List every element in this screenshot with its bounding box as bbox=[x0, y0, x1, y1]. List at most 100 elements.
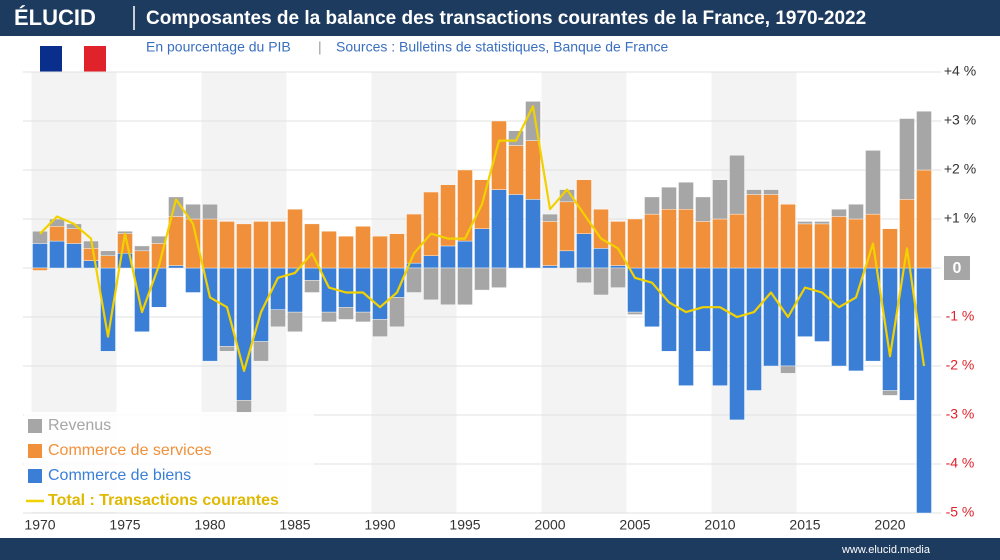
bar bbox=[253, 221, 269, 269]
bar bbox=[253, 341, 269, 362]
bar bbox=[610, 265, 626, 269]
bar bbox=[831, 216, 847, 269]
bar bbox=[100, 250, 116, 256]
bar bbox=[610, 267, 626, 288]
bar bbox=[559, 250, 575, 269]
bar bbox=[576, 233, 592, 269]
y-tick-label: 0 bbox=[953, 260, 962, 277]
bar bbox=[406, 213, 422, 264]
bar bbox=[678, 182, 694, 210]
bar bbox=[525, 140, 541, 200]
bar bbox=[423, 191, 439, 256]
x-tick-label: 2000 bbox=[534, 517, 565, 533]
bar bbox=[440, 267, 456, 305]
bar bbox=[372, 319, 388, 337]
bar bbox=[542, 213, 558, 222]
bar bbox=[100, 255, 116, 269]
bar bbox=[491, 189, 507, 269]
bar bbox=[372, 235, 388, 269]
bar bbox=[304, 280, 320, 293]
bar bbox=[831, 267, 847, 367]
bar bbox=[525, 199, 541, 269]
bar bbox=[457, 267, 473, 305]
bar bbox=[627, 311, 643, 315]
bar bbox=[219, 346, 235, 352]
bar bbox=[508, 194, 524, 269]
bar bbox=[508, 145, 524, 195]
subtitle: En pourcentage du PIB bbox=[146, 39, 291, 55]
bar bbox=[661, 208, 677, 269]
bar bbox=[627, 218, 643, 269]
y-tick-label: -5 % bbox=[946, 504, 975, 520]
bar bbox=[916, 267, 932, 514]
bar bbox=[780, 204, 796, 269]
bar bbox=[355, 267, 371, 313]
bar bbox=[559, 201, 575, 252]
bar bbox=[202, 204, 218, 220]
bar bbox=[644, 213, 660, 269]
bar bbox=[729, 213, 745, 269]
bar bbox=[270, 309, 286, 327]
bar bbox=[236, 267, 252, 401]
bar bbox=[372, 267, 388, 320]
bar bbox=[712, 179, 728, 220]
bar bbox=[746, 189, 762, 195]
bar bbox=[134, 250, 150, 269]
y-tick-label: +1 % bbox=[944, 210, 976, 226]
bar bbox=[814, 221, 830, 225]
bar bbox=[593, 267, 609, 296]
bar bbox=[457, 240, 473, 269]
bar bbox=[49, 226, 65, 242]
x-tick-label: 2005 bbox=[619, 517, 650, 533]
y-tick-label: -3 % bbox=[946, 406, 975, 422]
bar bbox=[304, 223, 320, 269]
x-tick-label: 1980 bbox=[194, 517, 225, 533]
bar bbox=[814, 223, 830, 269]
bar bbox=[457, 169, 473, 242]
x-tick-label: 1985 bbox=[279, 517, 310, 533]
bar bbox=[848, 204, 864, 220]
bar bbox=[916, 169, 932, 269]
bar bbox=[729, 267, 745, 421]
bar bbox=[491, 120, 507, 190]
total-line bbox=[39, 105, 926, 372]
bar bbox=[355, 226, 371, 269]
bar bbox=[627, 267, 643, 313]
bar bbox=[712, 267, 728, 386]
bar bbox=[899, 118, 915, 200]
bar bbox=[32, 243, 48, 269]
bar bbox=[287, 311, 303, 332]
y-tick-label: +4 % bbox=[944, 63, 976, 79]
bar bbox=[797, 267, 813, 337]
bar bbox=[49, 240, 65, 269]
bar bbox=[185, 267, 201, 293]
bar bbox=[678, 208, 694, 269]
y-tick-label: -2 % bbox=[946, 357, 975, 373]
bar bbox=[66, 228, 82, 244]
y-tick-label: -4 % bbox=[946, 455, 975, 471]
bar bbox=[287, 208, 303, 269]
y-tick-label: +3 % bbox=[944, 112, 976, 128]
legend-label: Commerce de biens bbox=[48, 467, 191, 484]
bar bbox=[848, 218, 864, 269]
brand: ÉLUCID bbox=[14, 5, 96, 30]
bar bbox=[882, 390, 898, 396]
bar bbox=[32, 267, 48, 271]
bar bbox=[321, 311, 337, 323]
bar bbox=[712, 218, 728, 269]
bar bbox=[270, 221, 286, 269]
bar bbox=[389, 233, 405, 269]
legend-label: Commerce de services bbox=[48, 442, 212, 459]
separator: | bbox=[318, 39, 322, 55]
source: Sources : Bulletins de statistiques, Ban… bbox=[336, 39, 669, 55]
bar bbox=[440, 184, 456, 247]
legend-swatch bbox=[28, 444, 42, 458]
bar bbox=[168, 265, 184, 269]
bar bbox=[355, 311, 371, 323]
bar bbox=[406, 267, 422, 293]
x-tick-label: 2015 bbox=[789, 517, 820, 533]
header-bar bbox=[0, 0, 1000, 36]
bar bbox=[542, 221, 558, 266]
bar bbox=[695, 196, 711, 222]
